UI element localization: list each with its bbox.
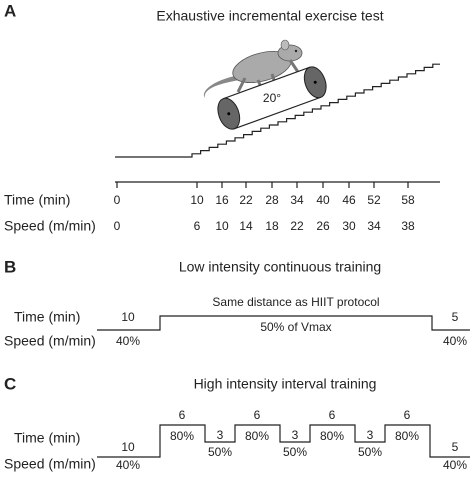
speed: 50% (283, 445, 307, 459)
time-value: 22 (239, 193, 253, 207)
row-label: Speed (m/min) (4, 456, 96, 472)
speed: 50% (208, 445, 232, 459)
panel-title: Exhaustive incremental exercise test (156, 8, 383, 24)
duration: 3 (367, 428, 374, 442)
speed-value: 26 (316, 219, 330, 233)
time-value: 16 (215, 193, 229, 207)
speed: 50% (358, 445, 382, 459)
time-value: 58 (401, 193, 415, 207)
duration: 10 (121, 440, 135, 454)
time-value: 0 (114, 193, 121, 207)
protocol-line (97, 424, 470, 458)
speed-value: 34 (367, 219, 381, 233)
time-value: 10 (190, 193, 204, 207)
row-label: Time (min) (14, 309, 80, 325)
row-label: Time (min) (4, 192, 70, 208)
duration: 5 (452, 440, 459, 454)
duration: 6 (254, 408, 261, 422)
speed: 40% (116, 458, 140, 472)
speed-value: 30 (342, 219, 356, 233)
angle-label: 20° (263, 91, 281, 105)
panel-title: Low intensity continuous training (179, 259, 381, 275)
duration: 10 (121, 310, 135, 324)
protocol-line (97, 315, 470, 331)
incline-steps (115, 63, 440, 158)
panel-label: B (4, 257, 16, 276)
speed: 40% (443, 458, 467, 472)
duration: 6 (329, 408, 336, 422)
time-value: 46 (342, 193, 356, 207)
speed: 80% (245, 429, 269, 443)
row-label: Speed (m/min) (4, 218, 96, 234)
row-label: Speed (m/min) (4, 333, 96, 349)
speed: 80% (170, 429, 194, 443)
note: Same distance as HIIT protocol (212, 295, 379, 309)
speed-value: 14 (239, 219, 253, 233)
time-value: 28 (265, 193, 279, 207)
speed: 40% (443, 334, 467, 348)
panel-label: C (4, 374, 16, 393)
duration: 3 (217, 428, 224, 442)
speed: 50% of Vmax (260, 320, 331, 334)
speed-value: 10 (215, 219, 229, 233)
time-value: 52 (367, 193, 381, 207)
speed-value: 18 (265, 219, 279, 233)
speed-value: 22 (290, 219, 304, 233)
duration: 6 (404, 408, 411, 422)
speed-value: 38 (401, 219, 415, 233)
time-value: 40 (316, 193, 330, 207)
speed: 40% (116, 334, 140, 348)
panel-title: High intensity interval training (194, 376, 377, 392)
duration: 3 (292, 428, 299, 442)
speed: 80% (320, 429, 344, 443)
speed-value: 6 (194, 219, 201, 233)
duration: 5 (452, 310, 459, 324)
rat (203, 39, 303, 98)
panel-label: A (4, 1, 16, 20)
row-label: Time (min) (14, 430, 80, 446)
time-value: 34 (290, 193, 304, 207)
speed: 80% (395, 429, 419, 443)
duration: 6 (179, 408, 186, 422)
treadmill (217, 66, 327, 130)
speed-value: 0 (114, 219, 121, 233)
